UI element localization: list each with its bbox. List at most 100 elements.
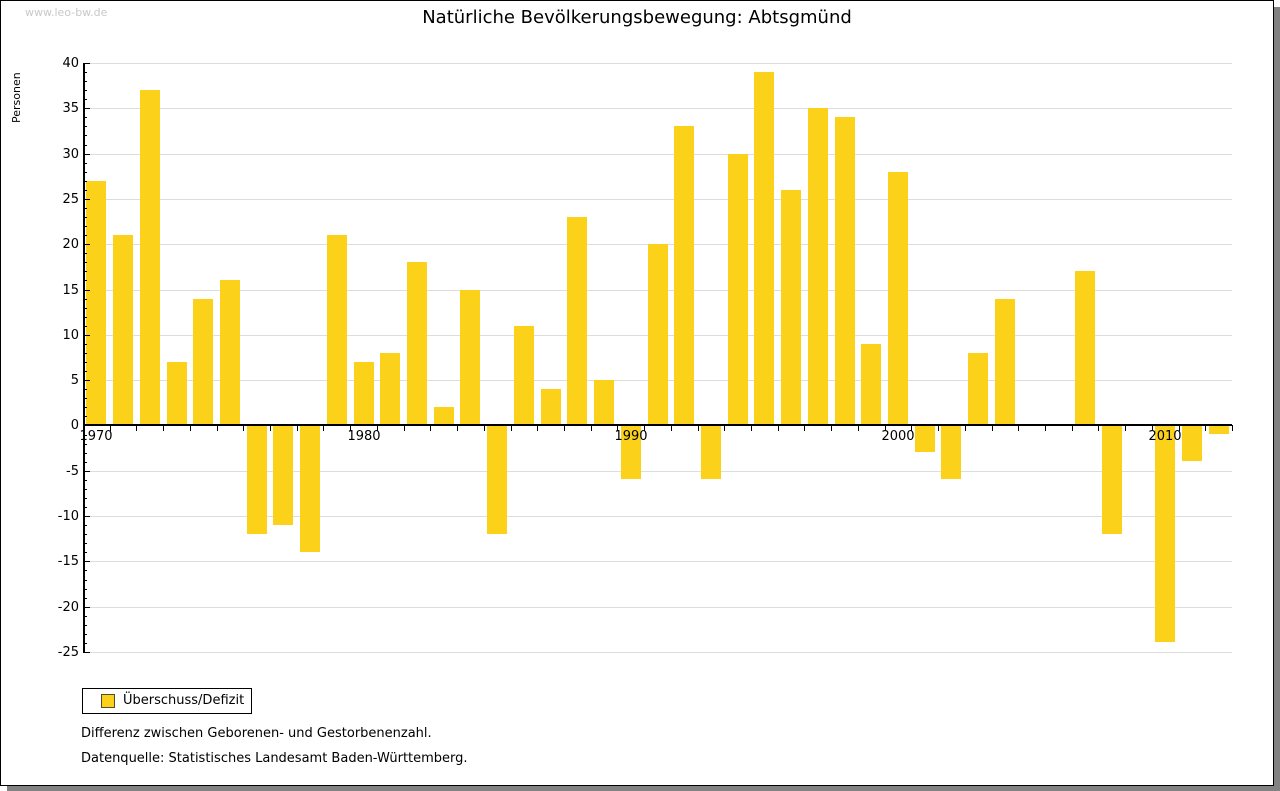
y-tick-label: -10	[57, 509, 79, 524]
x-tick	[1179, 425, 1180, 431]
footnote-definition: Differenz zwischen Geborenen- und Gestor…	[81, 726, 432, 741]
y-tick	[83, 145, 87, 146]
y-tick	[83, 353, 87, 354]
x-tick-label-2000: 2000	[881, 429, 915, 444]
watermark: www.leo-bw.de	[25, 6, 108, 19]
bar-1981	[380, 353, 400, 425]
y-tick	[83, 280, 87, 281]
y-tick	[83, 389, 87, 390]
y-tick-label: 30	[62, 147, 79, 162]
bar-1983	[434, 407, 454, 425]
y-tick	[83, 416, 87, 417]
bar-1982	[407, 262, 427, 425]
y-tick	[83, 444, 87, 445]
gridline-y40	[83, 63, 1232, 64]
x-tick	[404, 425, 405, 431]
y-tick-label: -20	[57, 600, 79, 615]
x-tick	[617, 425, 618, 431]
y-tick	[83, 607, 90, 608]
x-tick	[270, 425, 271, 431]
y-tick-label: 35	[62, 101, 79, 116]
x-tick	[591, 425, 592, 431]
x-tick	[804, 425, 805, 431]
y-tick	[83, 498, 87, 499]
bar-2007	[1075, 271, 1095, 425]
y-tick	[83, 543, 87, 544]
bar-1991	[648, 244, 668, 425]
x-tick	[831, 425, 832, 431]
bar-2004	[995, 299, 1015, 426]
x-tick	[992, 425, 993, 431]
gridline-y-15	[83, 561, 1232, 562]
x-tick	[858, 425, 859, 431]
x-tick	[377, 425, 378, 431]
y-tick	[83, 534, 87, 535]
x-tick	[1098, 425, 1099, 431]
y-tick	[83, 489, 87, 490]
y-tick	[83, 262, 87, 263]
y-tick	[83, 290, 90, 291]
y-tick	[83, 462, 87, 463]
bar-1970	[86, 181, 106, 426]
y-tick	[83, 244, 90, 245]
x-tick-label-1970: 1970	[79, 429, 113, 444]
bar-2001	[915, 425, 935, 452]
x-tick	[163, 425, 164, 431]
gridline-y30	[83, 154, 1232, 155]
x-tick	[110, 425, 111, 431]
y-tick	[83, 226, 87, 227]
y-tick	[83, 135, 87, 136]
y-tick	[83, 308, 87, 309]
y-tick-label: 10	[62, 328, 79, 343]
bar-2011	[1182, 425, 1202, 461]
x-tick-label-1990: 1990	[614, 429, 648, 444]
bar-1976	[247, 425, 267, 534]
y-tick	[83, 90, 87, 91]
y-tick	[83, 362, 87, 363]
x-tick	[1232, 425, 1233, 431]
bar-1998	[835, 117, 855, 425]
x-tick	[1072, 425, 1073, 431]
y-tick-label: 0	[70, 418, 79, 433]
x-tick	[484, 425, 485, 431]
bar-2000	[888, 172, 908, 426]
y-tick	[83, 552, 87, 553]
y-tick	[83, 208, 87, 209]
x-tick	[430, 425, 431, 431]
gridline-y-20	[83, 607, 1232, 608]
x-tick	[938, 425, 939, 431]
y-tick	[83, 507, 87, 508]
legend-label: Überschuss/Defizit	[123, 693, 245, 708]
x-tick	[190, 425, 191, 431]
y-tick-label: 20	[62, 237, 79, 252]
x-tick	[1205, 425, 1206, 431]
bar-1997	[808, 108, 828, 425]
gridline-y-25	[83, 652, 1232, 653]
x-tick	[698, 425, 699, 431]
y-tick	[83, 380, 90, 381]
x-tick	[778, 425, 779, 431]
y-tick	[83, 453, 87, 454]
y-tick	[83, 344, 87, 345]
bar-1996	[781, 190, 801, 426]
y-tick	[83, 371, 87, 372]
bar-1999	[861, 344, 881, 426]
bar-2008	[1102, 425, 1122, 534]
bar-1971	[113, 235, 133, 425]
x-tick	[217, 425, 218, 431]
bar-2012	[1209, 425, 1229, 434]
bar-2010	[1155, 425, 1175, 642]
bar-1978	[300, 425, 320, 552]
y-tick	[83, 172, 87, 173]
bar-1972	[140, 90, 160, 425]
y-tick	[83, 217, 87, 218]
bar-1993	[701, 425, 721, 479]
y-tick-label: 5	[70, 373, 79, 388]
y-tick	[83, 154, 90, 155]
x-tick	[911, 425, 912, 431]
y-tick	[83, 643, 87, 644]
y-tick	[83, 634, 87, 635]
y-tick	[83, 335, 90, 336]
